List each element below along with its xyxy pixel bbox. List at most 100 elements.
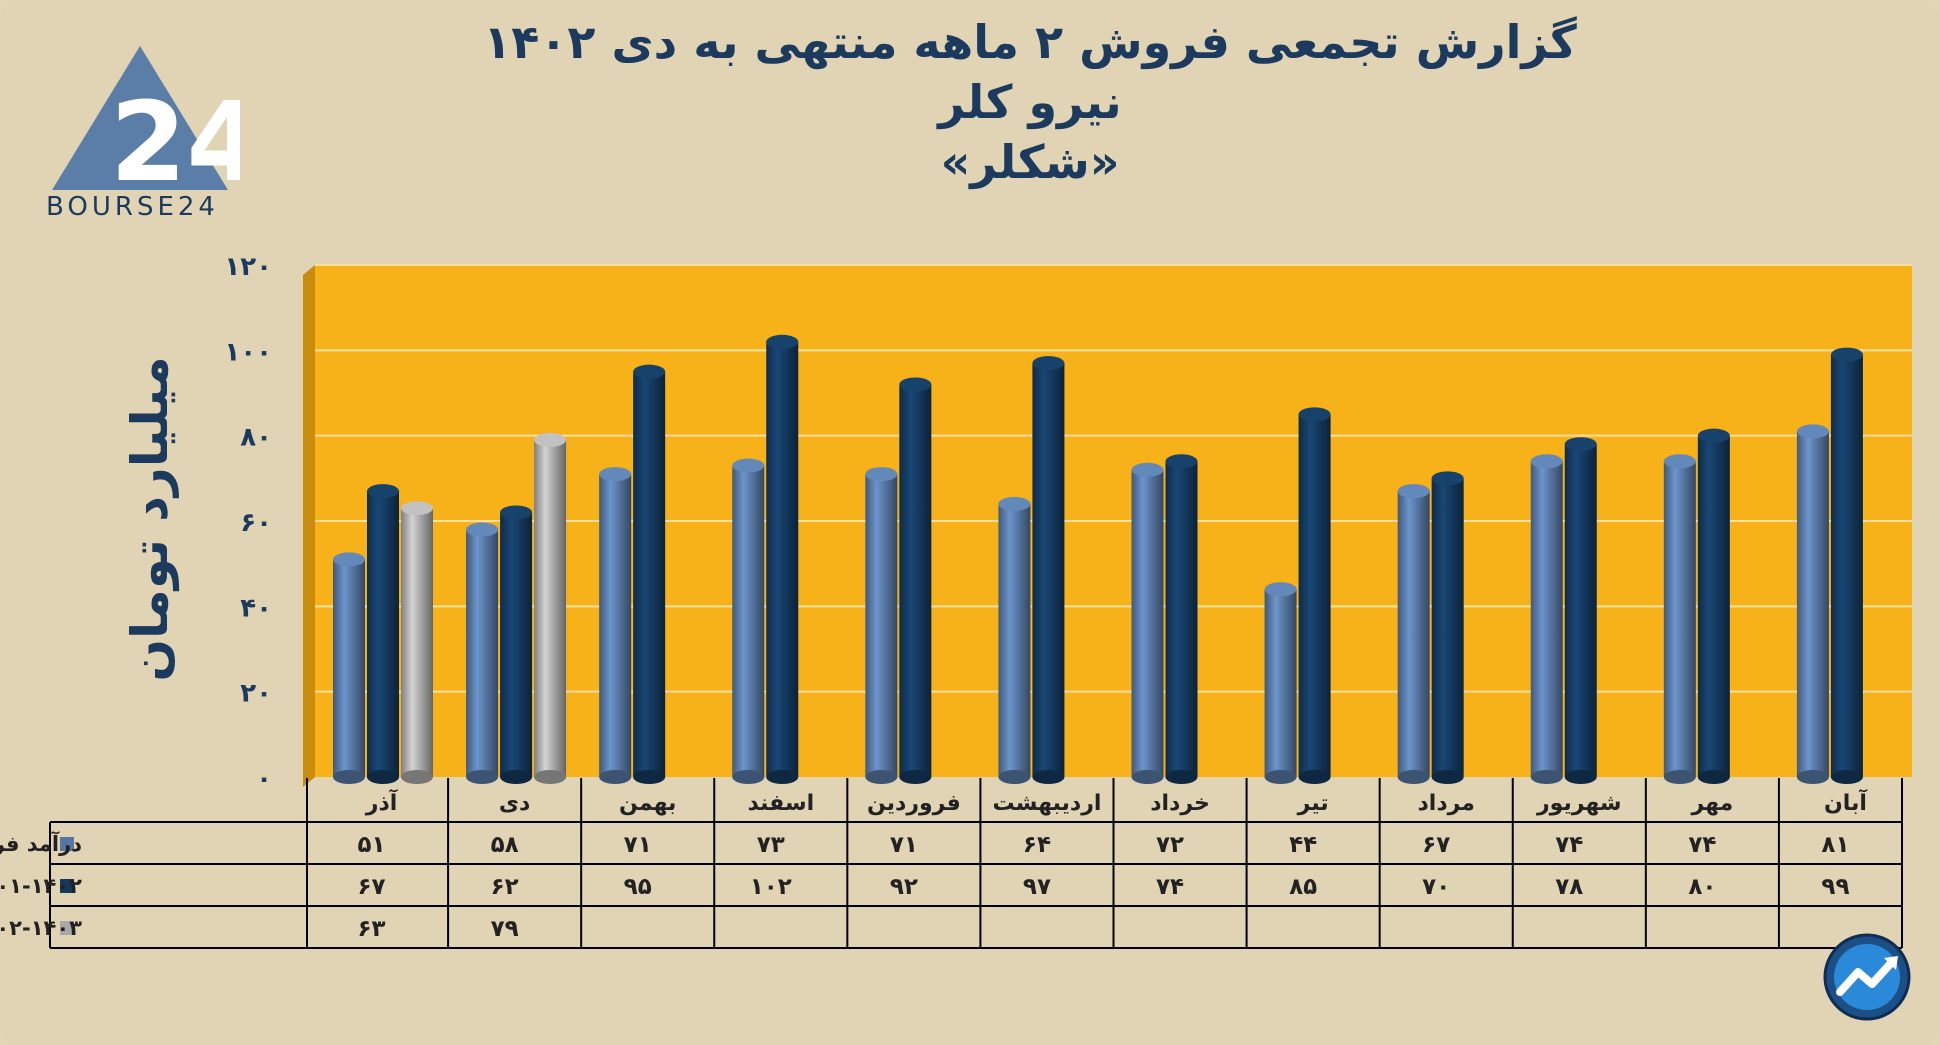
data-label: ۸۱ bbox=[1821, 832, 1849, 858]
data-label: ۷۰ bbox=[1422, 874, 1450, 900]
bar-top bbox=[1431, 471, 1464, 486]
bar-base bbox=[732, 770, 765, 784]
data-label: ۶۴ bbox=[1023, 832, 1051, 858]
data-label: ۷۴ bbox=[1156, 874, 1184, 900]
bar-base bbox=[1697, 770, 1730, 784]
data-label: ۸۰ bbox=[1688, 874, 1716, 900]
data-label: ۹۷ bbox=[1023, 874, 1051, 900]
category-label: تیر bbox=[1297, 791, 1329, 816]
bar bbox=[401, 508, 433, 777]
category-label: خرداد bbox=[1150, 791, 1210, 816]
bar bbox=[534, 439, 567, 777]
title-line-3: «شکلر» bbox=[940, 135, 1120, 189]
bar-base bbox=[466, 770, 499, 784]
legend-label: ۱۴۰۲-۱۴۰۳ bbox=[0, 916, 82, 940]
category-label: آبان bbox=[1824, 788, 1867, 816]
data-label: ۷۱ bbox=[890, 832, 918, 858]
title-line-2: نیرو کلر bbox=[938, 75, 1122, 129]
bar-top bbox=[766, 334, 799, 349]
bar-top bbox=[1397, 484, 1430, 499]
bar bbox=[732, 465, 765, 777]
category-label: مرداد bbox=[1417, 791, 1474, 816]
bar-base bbox=[1796, 770, 1829, 784]
bar-top bbox=[401, 501, 433, 516]
bar bbox=[1131, 469, 1164, 777]
y-tick-label: ۱۲۰ bbox=[224, 252, 272, 282]
bar-base bbox=[899, 770, 932, 784]
bar-top bbox=[1830, 347, 1863, 362]
bar-top bbox=[1564, 437, 1597, 452]
bar-base bbox=[633, 770, 666, 784]
category-label: شهریور bbox=[1536, 791, 1622, 816]
bar-base bbox=[766, 770, 799, 784]
data-label: ۶۲ bbox=[491, 874, 519, 900]
category-label: دی bbox=[499, 791, 530, 816]
bar-top bbox=[1032, 356, 1065, 371]
bar bbox=[865, 474, 898, 777]
bar-base bbox=[1431, 770, 1464, 784]
data-label: ۹۲ bbox=[890, 874, 918, 900]
bar-top bbox=[1796, 424, 1829, 439]
bar-top bbox=[1298, 407, 1331, 422]
bar bbox=[1431, 478, 1464, 777]
data-label: ۵۸ bbox=[491, 832, 519, 858]
y-tick-label: ۱۰۰ bbox=[224, 337, 272, 367]
plot-side-wall bbox=[303, 265, 315, 787]
bar-top bbox=[599, 467, 632, 482]
bar bbox=[1264, 589, 1297, 777]
data-label: ۷۳ bbox=[757, 832, 785, 858]
data-label: ۵۱ bbox=[358, 832, 386, 858]
bar-base bbox=[1165, 770, 1198, 784]
bar bbox=[1796, 431, 1829, 777]
data-label: ۸۵ bbox=[1289, 874, 1317, 900]
bar-base bbox=[998, 770, 1031, 784]
data-label: ۷۱ bbox=[624, 832, 652, 858]
logo-mark: 24 bbox=[110, 78, 240, 206]
category-label: آذر bbox=[365, 788, 398, 816]
bar-base bbox=[1131, 770, 1164, 784]
bar-top bbox=[633, 364, 666, 379]
bar bbox=[766, 341, 799, 777]
legend-swatch bbox=[60, 921, 74, 935]
y-tick-label: ۰ bbox=[256, 764, 272, 794]
bar-base bbox=[500, 770, 533, 784]
y-tick-label: ۴۰ bbox=[240, 593, 272, 623]
bar-top bbox=[732, 458, 765, 473]
bar-top bbox=[333, 552, 365, 567]
data-label: ۶۳ bbox=[358, 916, 386, 942]
bar-base bbox=[1564, 770, 1597, 784]
bar-base bbox=[401, 770, 433, 784]
data-label: ۹۵ bbox=[624, 874, 652, 900]
bar bbox=[1165, 461, 1198, 777]
bar bbox=[998, 503, 1031, 777]
bar-top bbox=[1697, 428, 1730, 443]
bar-top bbox=[466, 522, 499, 537]
bar bbox=[367, 491, 399, 777]
bar bbox=[599, 474, 632, 777]
category-label: اسفند bbox=[747, 791, 814, 816]
bar bbox=[1697, 435, 1730, 777]
bar bbox=[1298, 414, 1331, 777]
bar bbox=[1564, 444, 1597, 777]
legend-swatch bbox=[60, 837, 74, 851]
bar-top bbox=[500, 505, 533, 520]
category-label: اردیبهشت bbox=[992, 791, 1101, 816]
bar bbox=[466, 529, 499, 777]
bar bbox=[899, 384, 932, 777]
category-label: بهمن bbox=[619, 791, 676, 816]
bar-base bbox=[534, 770, 567, 784]
bar-top bbox=[1131, 462, 1164, 477]
bar bbox=[1663, 461, 1696, 777]
category-label: فروردین bbox=[867, 791, 961, 816]
bar-base bbox=[1397, 770, 1430, 784]
bar bbox=[500, 512, 533, 777]
y-tick-label: ۲۰ bbox=[240, 679, 272, 709]
bar-top bbox=[1165, 454, 1198, 469]
data-label: ۹۹ bbox=[1821, 874, 1849, 900]
bar-top bbox=[1264, 582, 1297, 597]
bar-base bbox=[1264, 770, 1297, 784]
bar-base bbox=[1298, 770, 1331, 784]
logo-text: BOURSE24 bbox=[46, 192, 219, 222]
data-label: ۷۴ bbox=[1555, 832, 1583, 858]
